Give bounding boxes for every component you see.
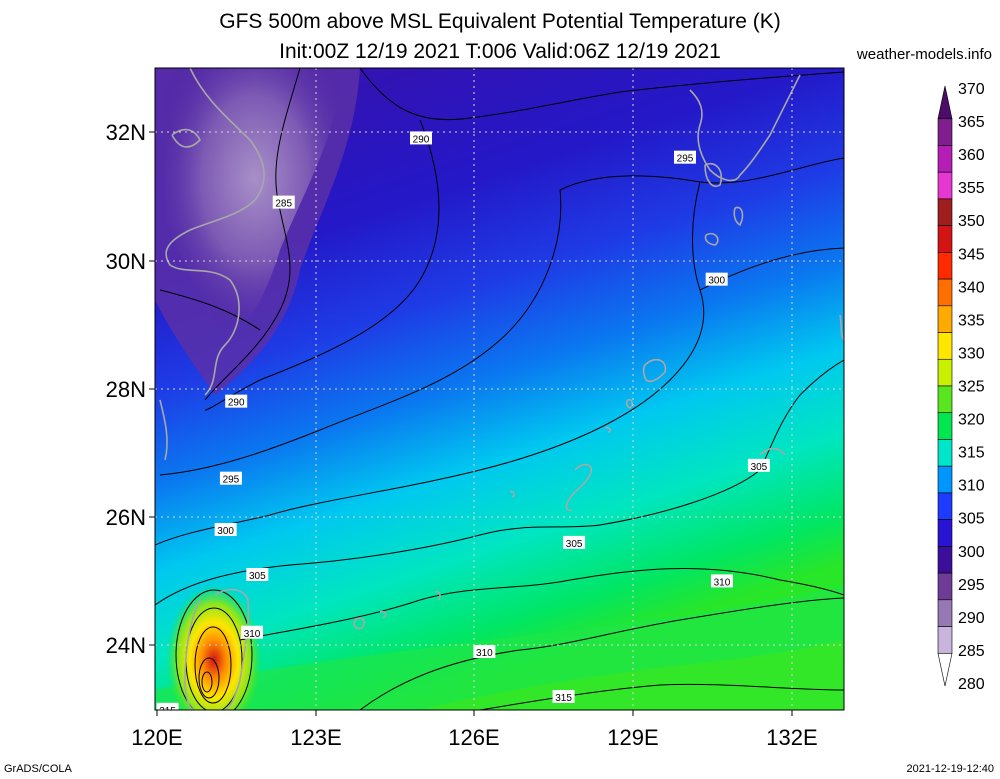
contour-label-text: 290 (228, 398, 245, 409)
colorbar-swatch (937, 252, 953, 280)
contour-label-text: 310 (244, 629, 261, 640)
colorbar-swatch (937, 118, 953, 146)
colorbar-swatch (937, 626, 953, 654)
colorbar-swatch (937, 305, 953, 333)
contour-label: 300 (705, 272, 728, 287)
colorbar-swatch (937, 85, 953, 120)
contour-label-layer: 290 295 285 300 290 295 305 300 305 305 310 310 310 3… (156, 131, 770, 717)
colorbar-swatch (937, 332, 953, 360)
lon-label-126e: 126E (448, 725, 499, 750)
colorbar: 370 365 360 355 350 345 340 335 330 325 320 315 310 3… (937, 81, 985, 693)
map-field: 290 295 285 300 290 295 305 300 305 305 310 310 310 3… (155, 68, 844, 717)
colorbar-swatch (937, 652, 953, 687)
colorbar-swatch (937, 572, 953, 601)
contour-label-text: 315 (555, 693, 572, 704)
map-subtitle: Init:00Z 12/19 2021 T:006 Valid:06Z 12/1… (279, 40, 721, 63)
contour-label-text: 300 (217, 526, 234, 537)
contour-label: 305 (563, 535, 586, 550)
colorbar-level-label: 295 (958, 577, 985, 594)
colorbar-level-label: 315 (958, 445, 985, 462)
contour-label-text: 300 (708, 276, 725, 287)
contour-label: 290 (410, 131, 432, 145)
colorbar-swatch (937, 599, 953, 627)
colorbar-level-label: 280 (958, 676, 985, 693)
software-credit: GrADS/COLA (4, 763, 72, 775)
colorbar-swatch (937, 278, 953, 307)
colorbar-level-label: 305 (958, 511, 985, 528)
colorbar-level-label: 320 (958, 412, 985, 429)
lat-label-30n: 30N (106, 249, 146, 274)
contour-label: 310 (241, 625, 264, 640)
contour-label: 305 (246, 567, 269, 582)
colorbar-swatch (937, 492, 953, 520)
contour-label: 290 (225, 394, 248, 409)
contour-label-text: 285 (275, 199, 292, 210)
contour-label: 310 (710, 574, 733, 588)
colorbar-level-label: 345 (958, 246, 985, 263)
colorbar-level-label: 335 (958, 312, 985, 329)
axis-ticks (149, 131, 793, 716)
contour-label-text: 295 (223, 475, 240, 486)
contour-label: 315 (156, 702, 179, 717)
source-credit: weather-models.info (856, 46, 992, 63)
contour-label: 295 (219, 471, 242, 486)
colorbar-level-label: 365 (958, 114, 985, 131)
colorbar-level-label: 340 (958, 279, 985, 296)
coastlines (159, 68, 844, 710)
colorbar-level-label: 350 (958, 213, 985, 230)
contour-label: 285 (272, 195, 295, 210)
generated-timestamp: 2021-12-19-12:40 (906, 763, 994, 775)
lon-label-132e: 132E (766, 725, 817, 750)
contour-label-text: 295 (677, 154, 694, 165)
colorbar-swatch (937, 358, 953, 387)
colorbar-swatch (937, 171, 953, 200)
contour-label-text: 290 (413, 134, 430, 145)
colorbar-level-label: 330 (958, 345, 985, 362)
contour-label-text: 310 (476, 648, 493, 659)
colorbar-swatch (937, 198, 953, 226)
colorbar-swatch (937, 225, 953, 253)
contour-label-text: 310 (714, 577, 731, 588)
colorbar-swatch (937, 465, 953, 494)
contour-label-text: 305 (751, 462, 768, 473)
lon-label-123e: 123E (290, 725, 341, 750)
colorbar-level-label: 310 (958, 478, 985, 495)
lat-label-32n: 32N (106, 120, 146, 145)
lon-label-120e: 120E (131, 725, 182, 750)
colorbar-level-label: 300 (958, 544, 985, 561)
lat-label-28n: 28N (106, 377, 146, 402)
map-title: GFS 500m above MSL Equivalent Potential … (219, 10, 781, 33)
contour-label: 315 (552, 689, 575, 704)
lat-label-26n: 26N (106, 505, 146, 530)
contour-label-text: 305 (566, 539, 583, 550)
colorbar-swatch (937, 519, 953, 547)
colorbar-level-label: 370 (958, 81, 985, 98)
contour-label: 310 (473, 645, 496, 659)
colorbar-level-label: 290 (958, 610, 985, 627)
colorbar-level-label: 355 (958, 180, 985, 197)
colorbar-swatch (937, 546, 953, 574)
contour-label: 295 (674, 150, 696, 165)
colorbar-swatch (937, 412, 953, 440)
lat-label-24n: 24N (106, 633, 146, 658)
colorbar-level-label: 285 (958, 643, 985, 660)
contour-label: 305 (747, 458, 770, 473)
contour-label: 300 (214, 523, 237, 537)
colorbar-swatch (937, 439, 953, 467)
colorbar-swatch (937, 145, 953, 173)
contour-label-text: 305 (249, 571, 266, 582)
colorbar-level-label: 325 (958, 379, 985, 396)
contour-label-text: 315 (159, 706, 176, 717)
colorbar-swatch (937, 385, 953, 414)
graticule (155, 68, 844, 710)
lon-label-129e: 129E (607, 725, 658, 750)
colorbar-level-label: 360 (958, 147, 985, 164)
